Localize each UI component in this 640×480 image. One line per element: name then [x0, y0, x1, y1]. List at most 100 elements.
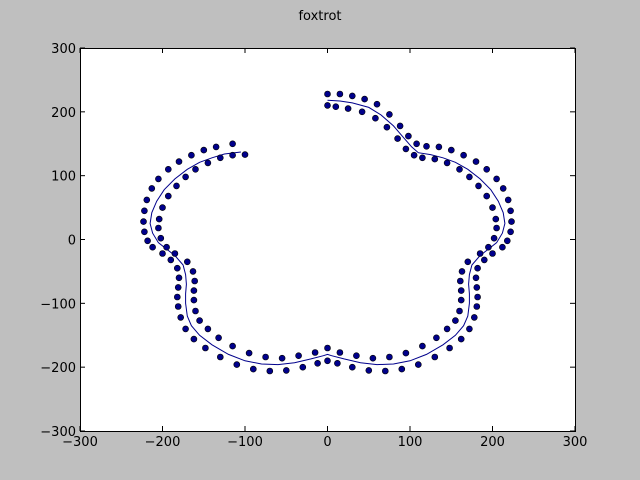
data-point [433, 334, 440, 342]
data-point [149, 243, 156, 251]
data-point [483, 166, 491, 173]
chart-title: foxtrot [298, 9, 341, 24]
data-point [414, 361, 422, 368]
data-point [474, 293, 481, 301]
data-point [470, 314, 478, 321]
data-point [365, 367, 373, 374]
data-point [446, 344, 453, 352]
data-point [324, 344, 331, 352]
data-point [189, 268, 197, 275]
data-point [188, 151, 195, 159]
data-point [174, 264, 181, 272]
data-point [175, 158, 183, 165]
data-point [157, 234, 165, 242]
x-tick-label: 300 [563, 435, 588, 450]
x-tick-label: 100 [398, 435, 423, 450]
data-point [485, 243, 492, 251]
data-point [423, 143, 430, 150]
data-point [480, 256, 488, 264]
data-point [173, 182, 180, 190]
data-point [262, 353, 269, 361]
data-point [475, 182, 482, 190]
data-point [334, 359, 341, 367]
data-point [456, 166, 463, 173]
data-point [140, 218, 147, 225]
data-point [499, 185, 507, 192]
data-point [192, 307, 199, 315]
data-point [141, 207, 148, 215]
data-point [295, 352, 302, 360]
data-point [456, 307, 463, 315]
data-point [361, 95, 368, 103]
data-point [155, 224, 162, 232]
data-point [144, 237, 151, 245]
data-point [381, 367, 389, 375]
data-point [212, 143, 220, 151]
data-point [507, 228, 514, 236]
x-tick-label: 0 [323, 435, 331, 450]
data-point [466, 173, 473, 181]
data-point [282, 367, 290, 374]
data-point [386, 353, 393, 361]
data-point [217, 353, 224, 361]
data-point [190, 296, 198, 304]
data-point [245, 349, 253, 357]
chart-marks [140, 90, 515, 375]
data-point [324, 357, 331, 365]
data-point [348, 363, 356, 371]
data-point [190, 287, 198, 294]
data-point [402, 349, 410, 357]
data-point [383, 123, 391, 131]
data-point [489, 250, 496, 257]
data-point [233, 361, 241, 368]
y-tick-label: −100 [40, 297, 76, 312]
data-point [159, 250, 166, 257]
data-point [431, 155, 439, 163]
data-point [191, 277, 198, 285]
data-point [493, 175, 500, 183]
data-point [396, 122, 404, 130]
data-point [373, 100, 381, 108]
data-point [165, 166, 172, 173]
data-point [250, 365, 257, 373]
data-point [143, 196, 151, 204]
data-point [447, 146, 455, 154]
data-point [503, 237, 511, 245]
data-point [217, 154, 224, 162]
data-point [452, 317, 459, 324]
y-tick-label: 100 [51, 170, 76, 185]
data-point [190, 335, 198, 343]
data-point [148, 185, 156, 192]
data-point [473, 303, 481, 310]
data-point [299, 363, 307, 371]
data-point [353, 352, 360, 360]
data-point [204, 159, 212, 167]
data-point [435, 143, 443, 151]
data-point [457, 335, 465, 343]
data-point [504, 196, 512, 204]
data-point [200, 146, 208, 154]
data-point [419, 154, 426, 162]
data-point [456, 277, 464, 285]
data-point [458, 268, 466, 275]
data-point [460, 151, 467, 159]
data-point [278, 354, 286, 362]
data-point [196, 317, 203, 324]
x-tick-label: −200 [145, 435, 181, 450]
data-point [314, 359, 321, 367]
y-tick-label: 0 [68, 234, 76, 249]
data-point [336, 90, 344, 98]
data-point [466, 325, 473, 333]
data-point [394, 135, 401, 142]
data-point [215, 334, 222, 342]
data-point [490, 234, 498, 242]
data-point [336, 349, 344, 356]
data-point [474, 264, 481, 272]
data-point [507, 207, 514, 215]
data-point [443, 159, 451, 167]
data-point [159, 204, 166, 211]
data-point [174, 284, 182, 291]
data-point [167, 256, 175, 264]
data-point [229, 151, 236, 159]
